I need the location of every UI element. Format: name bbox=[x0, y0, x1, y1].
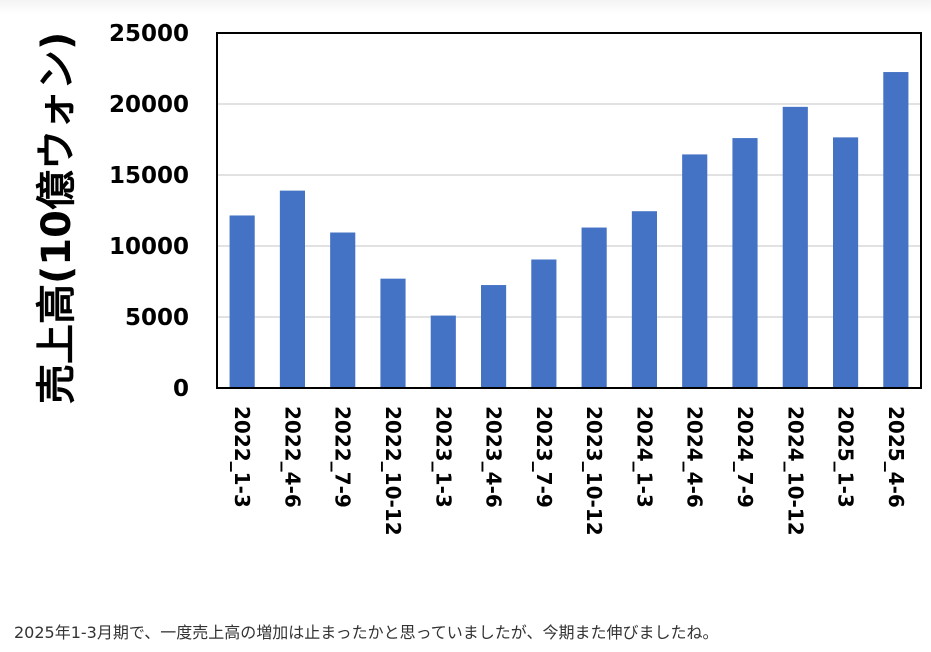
bar-2024_7-9 bbox=[732, 138, 758, 388]
bars bbox=[229, 72, 909, 389]
x-tick-label: 2024_4-6 bbox=[683, 406, 707, 508]
plot-border bbox=[216, 32, 922, 389]
y-tick-label: 15000 bbox=[109, 163, 189, 189]
x-tick-label: 2022_7-9 bbox=[331, 406, 355, 508]
gridlines bbox=[217, 103, 921, 318]
x-axis-ticks: 2022_1-3 2022_4-6 2022_7-9 2022_10-12 2023_1… bbox=[230, 406, 908, 536]
x-tick-label: 2023_4-6 bbox=[482, 406, 506, 508]
bar-2024_4-6 bbox=[682, 154, 708, 388]
x-tick-label: 2022_1-3 bbox=[230, 406, 254, 508]
y-axis-label: 売上高(10億ウォン) bbox=[34, 32, 80, 404]
x-tick-label: 2024_10-12 bbox=[783, 406, 807, 536]
bar-2022_10-12 bbox=[380, 278, 406, 388]
y-tick-label: 0 bbox=[173, 376, 189, 402]
x-tick-label: 2023_1-3 bbox=[431, 406, 455, 508]
x-tick-label: 2023_7-9 bbox=[532, 406, 556, 508]
x-tick-label: 2025_4-6 bbox=[884, 406, 908, 508]
y-tick-label: 25000 bbox=[109, 21, 189, 47]
x-tick-label: 2022_4-6 bbox=[280, 406, 304, 508]
bar-2023_10-12 bbox=[581, 227, 607, 388]
plot-frame bbox=[216, 32, 922, 389]
x-tick-label: 2024_1-3 bbox=[632, 406, 656, 508]
bar-2022_1-3 bbox=[229, 215, 255, 388]
bar-2024_1-3 bbox=[631, 211, 657, 388]
bar-2022_7-9 bbox=[330, 232, 356, 388]
x-tick-label: 2025_1-3 bbox=[834, 406, 858, 508]
y-axis-ticks: 0 5000 10000 15000 20000 25000 bbox=[109, 21, 189, 402]
y-tick-label: 10000 bbox=[109, 234, 189, 260]
bar-2023_1-3 bbox=[430, 315, 456, 388]
top-shadow-band bbox=[0, 0, 931, 14]
bar-2025_1-3 bbox=[833, 137, 859, 388]
y-tick-label: 20000 bbox=[109, 92, 189, 118]
x-tick-label: 2024_7-9 bbox=[733, 406, 757, 508]
caption-text: 2025年1-3月期で、一度売上高の増加は止まったかと思っていましたが、今期また… bbox=[14, 623, 719, 642]
bar-2022_4-6 bbox=[279, 190, 305, 388]
bar-2023_4-6 bbox=[481, 285, 507, 388]
bar-chart: 0 5000 10000 15000 20000 25000 2022_1-3 2022_4… bbox=[34, 21, 922, 536]
bar-2024_10-12 bbox=[782, 106, 808, 388]
bar-2023_7-9 bbox=[531, 259, 557, 388]
bar-2025_4-6 bbox=[883, 72, 909, 389]
x-tick-label: 2023_10-12 bbox=[582, 406, 606, 536]
x-tick-label: 2022_10-12 bbox=[381, 406, 405, 536]
y-tick-label: 5000 bbox=[125, 305, 189, 331]
